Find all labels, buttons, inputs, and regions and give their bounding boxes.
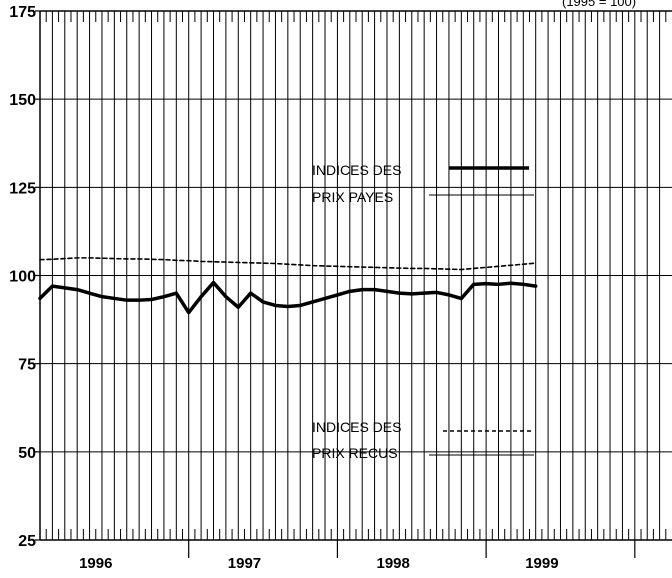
x-year-label: 1996 [79, 555, 112, 572]
y-tick-label: 175 [9, 4, 36, 21]
y-tick-label: 150 [9, 92, 36, 109]
y-tick-label: 75 [18, 357, 36, 374]
x-year-label: 1998 [376, 555, 409, 572]
y-tick-label: 25 [18, 533, 36, 550]
series-line-prix-recus [39, 257, 537, 271]
x-year-label: 1999 [525, 555, 558, 572]
legend-label-received-line2: PRIX RECUS [312, 445, 398, 461]
base-year-note: (1995 = 100) [562, 0, 636, 9]
series [38, 257, 538, 315]
x-year-label: 1997 [228, 555, 261, 572]
y-tick-label: 125 [9, 180, 36, 197]
legend-label-paid-line2: PRIX PAYES [312, 189, 393, 205]
y-tick-label: 50 [18, 445, 36, 462]
grid: 25 50 75 100 125 150 175 1996 1997 1998 1999 [9, 4, 672, 572]
legend-label-paid-line1: INDICES DES [312, 162, 401, 178]
legend-label-received-line1: INDICES DES [312, 419, 401, 435]
y-tick-label: 100 [9, 269, 36, 286]
series-line-prix-payes [38, 280, 538, 315]
legend: INDICES DES PRIX PAYES INDICES DES PRIX … [312, 162, 534, 461]
